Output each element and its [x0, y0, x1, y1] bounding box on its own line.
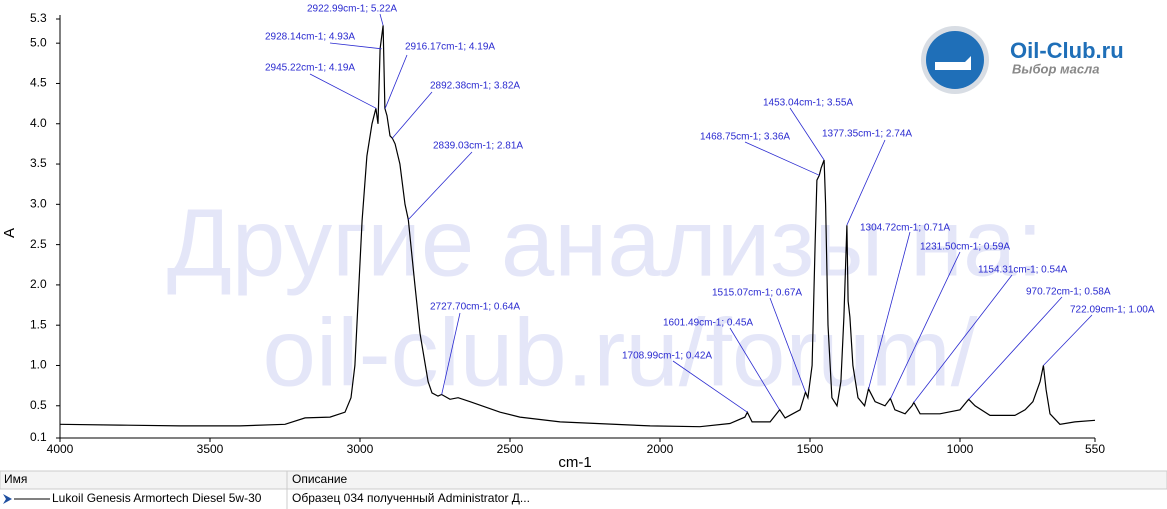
y-tick-label: 0.5: [30, 398, 47, 412]
annotation-leader: [769, 297, 806, 393]
row-description[interactable]: Образец 034 полученный Administrator Д..…: [292, 491, 530, 505]
annotation-label: 1601.49cm-1; 0.45A: [663, 318, 753, 329]
row-pointer: [3, 494, 12, 504]
y-tick-label: 1.5: [30, 317, 47, 331]
annotation-leader: [789, 107, 825, 161]
annotation-leader: [913, 274, 1013, 403]
annotation-leader: [407, 151, 473, 220]
y-axis-label: A: [1, 228, 18, 238]
annotation-label: 2916.17cm-1; 4.19A: [405, 42, 495, 53]
annotation-leader: [846, 139, 886, 226]
x-tick-label: 1500: [797, 442, 824, 456]
annotation-leader: [1043, 314, 1093, 366]
annotation-leader: [329, 42, 382, 50]
annotation-label: 970.72cm-1; 0.58A: [1026, 287, 1111, 298]
annotation-leader: [441, 312, 461, 395]
annotation-leader: [672, 360, 748, 413]
logo-subtitle: Выбор масла: [1012, 61, 1099, 76]
annotation-leader: [391, 91, 433, 139]
y-tick-label: 5.3: [30, 11, 47, 25]
annotation-leader: [384, 54, 408, 109]
annotation-label: 2928.14cm-1; 4.93A: [265, 32, 355, 43]
annotation-label: 1154.31cm-1; 0.54A: [978, 265, 1068, 276]
row-name[interactable]: Lukoil Genesis Armortech Diesel 5w-30: [52, 491, 262, 505]
annotation-label: 2839.03cm-1; 2.81A: [433, 141, 523, 152]
y-tick-label: 5.0: [30, 35, 47, 49]
annotation-label: 1231.50cm-1; 0.59A: [920, 242, 1010, 253]
annotation-label: 2922.99cm-1; 5.22A: [307, 4, 397, 15]
watermark: Другие анализы на:: [167, 189, 1043, 296]
annotation-leader: [744, 141, 820, 176]
y-tick-label: 2.5: [30, 237, 47, 251]
watermark: oil-club.ru/forum/: [263, 299, 978, 406]
annotation-label: 2727.70cm-1; 0.64A: [430, 302, 520, 313]
y-tick-label: 1.0: [30, 358, 47, 372]
x-tick-label: 1000: [947, 442, 974, 456]
x-tick-label: 550: [1085, 442, 1105, 456]
table-header: [0, 470, 1167, 490]
y-tick-label: 4.0: [30, 116, 47, 130]
annotation-label: 1304.72cm-1; 0.71A: [860, 223, 950, 234]
column-header: Имя: [4, 472, 27, 486]
annotation-label: 2945.22cm-1; 4.19A: [265, 63, 355, 74]
logo-circle: [926, 31, 984, 89]
y-tick-label: 0.1: [30, 430, 47, 444]
x-tick-label: 3500: [197, 442, 224, 456]
x-tick-label: 4000: [47, 442, 74, 456]
y-tick-label: 2.0: [30, 277, 47, 291]
annotation-leader: [968, 296, 1063, 400]
annotation-label: 722.09cm-1; 1.00A: [1070, 305, 1155, 316]
x-axis-label: cm-1: [558, 454, 591, 471]
column-header: Описание: [292, 472, 348, 486]
annotation-label: 1453.04cm-1; 3.55A: [763, 98, 853, 109]
annotation-leader: [379, 13, 384, 26]
y-tick-label: 3.0: [30, 196, 47, 210]
x-tick-label: 2000: [647, 442, 674, 456]
annotation-leader: [890, 251, 961, 399]
y-tick-label: 3.5: [30, 156, 47, 170]
annotation-leader: [729, 327, 780, 411]
annotation-leader: [868, 231, 911, 389]
x-tick-label: 3000: [347, 442, 374, 456]
annotation-label: 2892.38cm-1; 3.82A: [430, 81, 520, 92]
x-tick-label: 2500: [497, 442, 524, 456]
annotation-label: 1377.35cm-1; 2.74A: [822, 129, 912, 140]
annotation-label: 1708.99cm-1; 0.42A: [622, 351, 712, 362]
logo-icon: [935, 56, 971, 70]
logo: Oil-Club.ru Выбор масла: [921, 26, 1124, 94]
annotation-label: 1515.07cm-1; 0.67A: [712, 288, 802, 299]
annotation-leader: [309, 73, 377, 109]
logo-title: Oil-Club.ru: [1010, 38, 1124, 63]
annotation-label: 1468.75cm-1; 3.36A: [700, 132, 790, 143]
y-tick-label: 4.5: [30, 76, 47, 90]
